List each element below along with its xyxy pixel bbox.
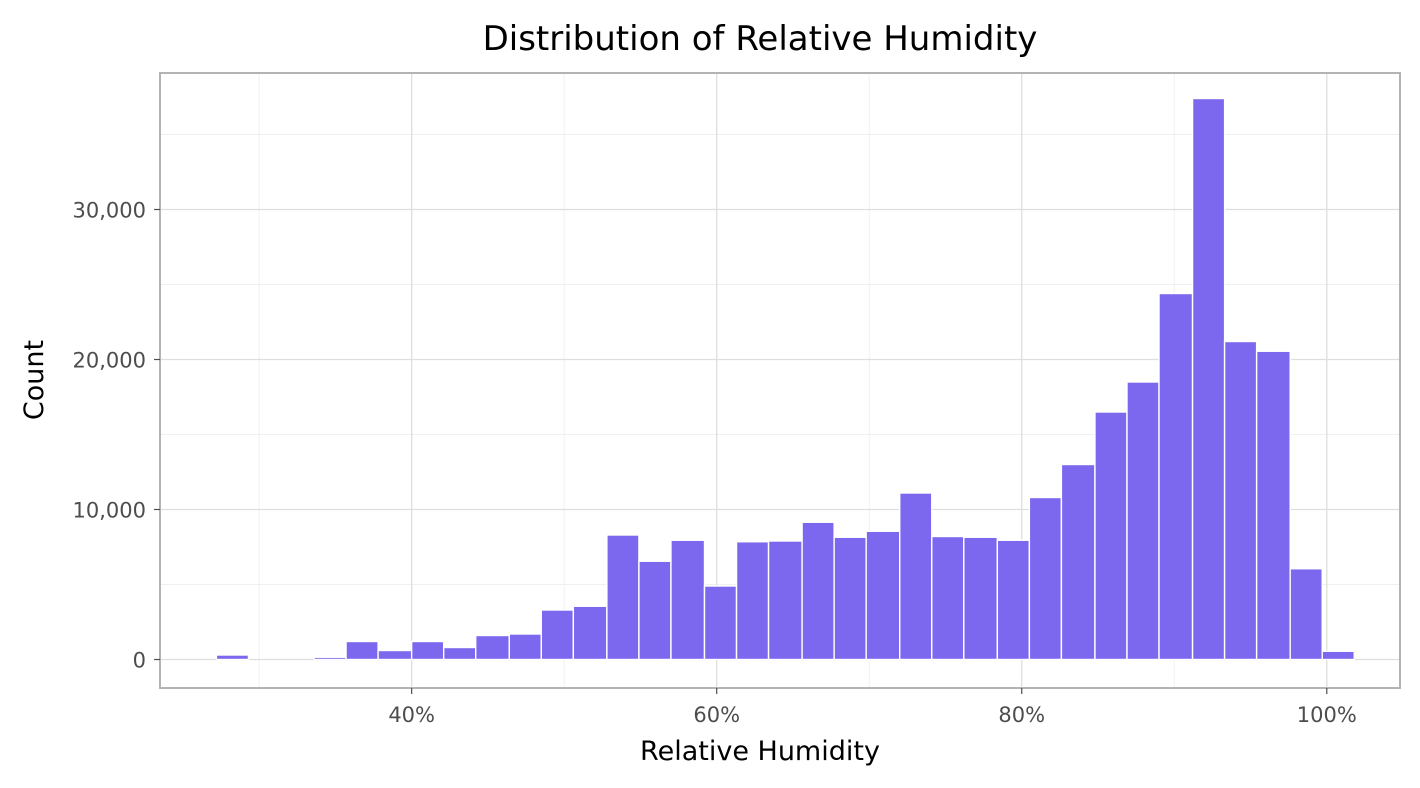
histogram-bars [215,97,1355,661]
histogram-bar [1223,340,1258,661]
y-axis-title: Count [19,340,50,420]
histogram-bar [606,534,640,661]
y-tick-label: 0 [133,649,146,673]
y-tick-label: 20,000 [73,349,146,373]
histogram-bar [963,536,999,661]
histogram-bar [1191,97,1226,661]
y-tick-label: 30,000 [73,199,146,223]
histogram-bar [996,539,1031,661]
histogram-bar [1321,650,1355,661]
histogram-bar [1255,350,1291,661]
histogram-bar [1126,381,1160,661]
x-tick-label: 60% [693,703,740,727]
x-axis-ticks: 40% 60% 80% 100% [388,688,1357,727]
histogram-bar [540,609,575,661]
histogram-bar [1028,496,1063,661]
histogram-bar [735,541,770,661]
histogram-bar [215,654,250,661]
histogram-bar [345,640,379,661]
histogram-bar [377,649,413,661]
histogram-bar [833,536,867,661]
x-tick-label: 100% [1297,703,1357,727]
histogram-bar [899,492,933,661]
histogram-bar [670,539,706,661]
histogram-bar [1060,463,1096,661]
histogram-bar [1289,568,1323,661]
chart-title: Distribution of Relative Humidity [483,19,1038,59]
x-tick-label: 80% [998,703,1045,727]
histogram-bar [1158,292,1194,661]
histogram-bar [410,640,445,661]
histogram-bar [638,560,672,661]
y-tick-label: 10,000 [73,499,146,523]
histogram-bar [313,656,347,661]
histogram-bar [1094,411,1128,661]
histogram-bar [801,521,835,661]
histogram-bar [475,634,510,661]
histogram-bar [865,530,901,661]
x-axis-title: Relative Humidity [640,736,880,767]
panel-border [159,72,1401,689]
histogram-bar [767,540,803,661]
histogram-bar [572,605,608,661]
histogram-bar [442,646,477,661]
histogram-bar [931,535,965,661]
histogram-bar [508,633,543,661]
histogram-bar [703,585,738,661]
y-axis-ticks: 0 10,000 20,000 30,000 [73,199,160,673]
x-tick-label: 40% [388,703,435,727]
